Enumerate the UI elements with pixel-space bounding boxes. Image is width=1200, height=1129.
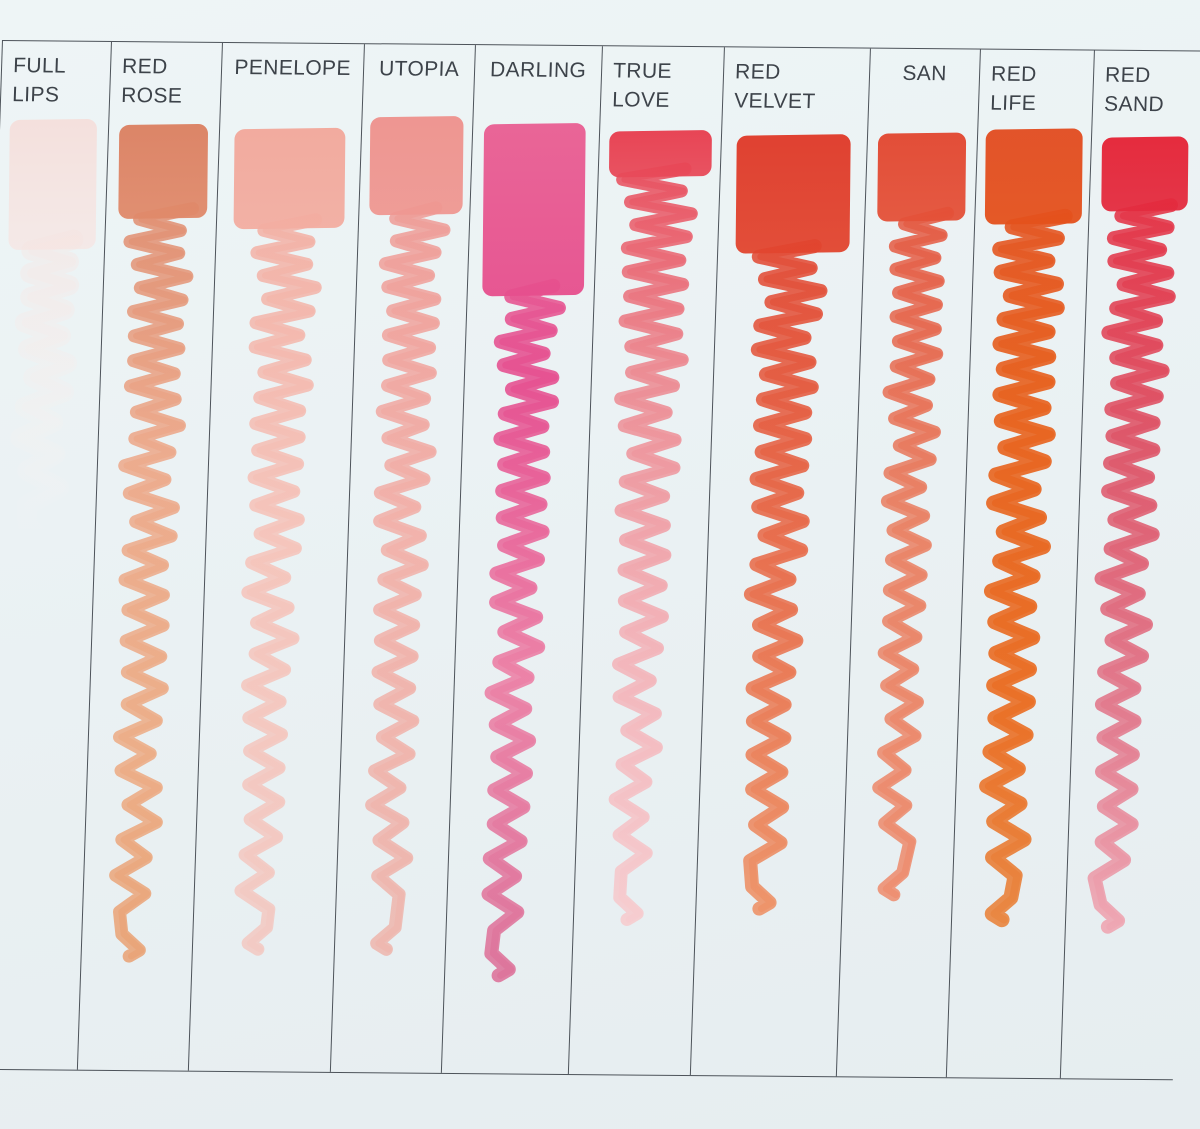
column-true-love: TRUE LOVE [568,46,725,1076]
swatch-label: DARLING [489,58,587,83]
swatch-label: RED LIFE [989,62,1038,116]
swatch-label: SAN [902,61,948,86]
swatch-drawing [481,123,586,983]
swatch-label: RED ROSE [120,55,183,108]
swatch-squiggle-core [984,212,1071,924]
swatch-drawing [735,134,851,916]
column-san: SAN [836,48,981,1078]
swatch-squiggle-core [1093,201,1177,931]
column-darling: DARLING [441,45,603,1074]
swatch-top-block [369,116,464,216]
column-full-lips: FULL LIPS [0,41,112,1070]
swatch-squiggle-core [17,234,81,553]
swatch-top-block [735,134,851,254]
swatch-squiggle-core [114,205,198,960]
column-red-sand: RED SAND [1061,51,1200,1080]
swatch-drawing [979,128,1083,928]
column-red-rose: RED ROSE [77,41,223,1071]
swatch-drawing [608,130,712,926]
column-red-life: RED LIFE [946,49,1095,1079]
swatch-label: TRUE LOVE [611,59,673,112]
swatch-squiggle-core [613,165,697,923]
swatch-squiggle-core [877,210,953,899]
swatch-drawing [109,123,208,963]
swatch-table: FULL LIPS RED ROSE PENELOPE UTOPIA [0,40,1200,1081]
swatch-label: PENELOPE [234,56,352,81]
swatch-drawing [872,132,967,902]
swatch-squiggle-core [370,204,450,953]
column-penelope: PENELOPE [188,42,365,1072]
swatch-top-block [8,118,97,250]
swatch-drawing [233,127,346,956]
swatch-squiggle-core [239,216,321,953]
swatch-drawing [1087,136,1189,934]
swatch-label: RED VELVET [733,60,816,114]
swatch-top-block [1101,136,1189,212]
swatch-label: FULL LIPS [11,54,66,107]
swatch-drawing [365,116,464,956]
swatch-top-block [877,132,967,222]
swatch-label: RED SAND [1103,63,1165,117]
column-utopia: UTOPIA [330,44,476,1073]
swatch-top-block [482,123,586,297]
swatch-squiggle [109,202,200,963]
swatch-drawing [8,118,97,558]
swatch-squiggle [365,201,451,956]
swatch-label: UTOPIA [378,57,460,81]
swatch-top-block [984,128,1083,225]
column-red-velvet: RED VELVET [690,47,871,1077]
swatch-squiggle-core [486,282,565,979]
swatch-squiggle-core [748,242,826,913]
swatch-top-block [233,127,346,230]
swatch-top-block [118,123,208,219]
